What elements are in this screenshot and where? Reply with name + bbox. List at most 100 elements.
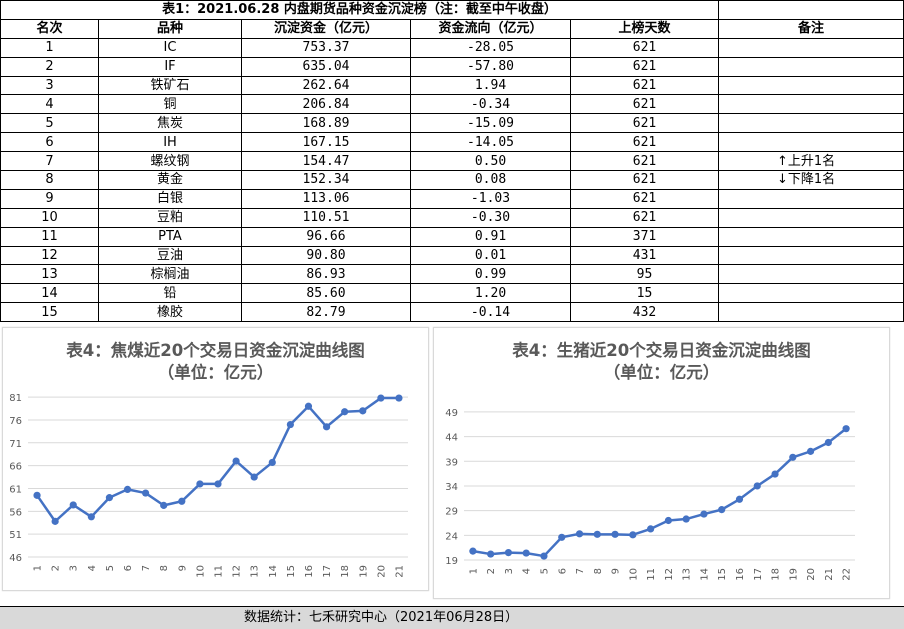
rank-cell[interactable]: 5 xyxy=(0,113,99,134)
data-point[interactable] xyxy=(377,394,385,402)
table-title[interactable]: 表1：2021.06.28 内盘期货品种资金沉淀榜（注：截至中午收盘） xyxy=(0,0,719,20)
header-days[interactable]: 上榜天数 xyxy=(570,18,719,39)
data-point[interactable] xyxy=(682,515,690,523)
flow-cell[interactable]: 0.91 xyxy=(410,226,571,247)
data-point[interactable] xyxy=(771,470,779,478)
data-point[interactable] xyxy=(806,447,815,455)
data-point[interactable] xyxy=(359,407,367,415)
data-point[interactable] xyxy=(268,458,276,467)
data-point[interactable] xyxy=(395,394,403,402)
data-point[interactable] xyxy=(250,473,258,481)
rank-cell[interactable]: 7 xyxy=(0,151,99,172)
flow-cell[interactable]: -28.05 xyxy=(410,37,571,58)
flow-cell[interactable]: 0.08 xyxy=(410,170,571,190)
data-point[interactable] xyxy=(735,495,744,503)
flow-cell[interactable]: -0.30 xyxy=(410,207,571,228)
data-point[interactable] xyxy=(214,480,222,488)
data-point[interactable] xyxy=(558,533,566,541)
data-point[interactable] xyxy=(629,531,637,539)
flow-cell[interactable]: 1.94 xyxy=(410,75,571,96)
days-cell[interactable]: 15 xyxy=(570,283,719,304)
name-cell[interactable]: 豆粕 xyxy=(98,207,242,228)
name-cell[interactable]: 铅 xyxy=(98,283,242,304)
days-cell[interactable]: 621 xyxy=(570,170,719,190)
flow-cell[interactable]: -15.09 xyxy=(410,113,571,134)
data-point[interactable] xyxy=(842,425,850,433)
rank-cell[interactable]: 11 xyxy=(0,226,99,247)
days-cell[interactable]: 371 xyxy=(570,226,719,247)
data-point[interactable] xyxy=(540,552,548,560)
flow-cell[interactable]: 0.99 xyxy=(410,264,571,285)
header-note[interactable]: 备注 xyxy=(718,18,904,39)
capital-cell[interactable]: 86.93 xyxy=(241,264,411,285)
data-point[interactable] xyxy=(232,457,240,465)
capital-cell[interactable]: 753.37 xyxy=(241,37,411,58)
capital-cell[interactable]: 82.79 xyxy=(241,302,411,323)
days-cell[interactable]: 621 xyxy=(570,56,719,77)
data-point[interactable] xyxy=(33,491,41,499)
capital-cell[interactable]: 152.34 xyxy=(241,170,411,190)
note-cell[interactable] xyxy=(718,207,904,228)
note-cell[interactable] xyxy=(718,56,904,77)
rank-cell[interactable]: 8 xyxy=(0,170,99,190)
header-name[interactable]: 品种 xyxy=(98,18,242,39)
capital-cell[interactable]: 90.80 xyxy=(241,245,411,266)
days-cell[interactable]: 95 xyxy=(570,264,719,285)
flow-cell[interactable]: 0.01 xyxy=(410,245,571,266)
days-cell[interactable]: 431 xyxy=(570,245,719,266)
data-point[interactable] xyxy=(160,501,168,509)
name-cell[interactable]: 焦炭 xyxy=(98,113,242,134)
days-cell[interactable]: 621 xyxy=(570,132,719,153)
header-capital[interactable]: 沉淀资金（亿元） xyxy=(241,18,411,39)
rank-cell[interactable]: 1 xyxy=(0,37,99,58)
name-cell[interactable]: 豆油 xyxy=(98,245,242,266)
data-point[interactable] xyxy=(123,485,132,493)
name-cell[interactable]: 白银 xyxy=(98,188,242,209)
data-point[interactable] xyxy=(178,497,186,505)
note-cell[interactable] xyxy=(718,283,904,304)
capital-cell[interactable]: 85.60 xyxy=(241,283,411,304)
days-cell[interactable]: 621 xyxy=(570,94,719,115)
rank-cell[interactable]: 13 xyxy=(0,264,99,285)
capital-cell[interactable]: 154.47 xyxy=(241,151,411,172)
name-cell[interactable]: IC xyxy=(98,37,242,58)
rank-cell[interactable]: 2 xyxy=(0,56,99,77)
data-point[interactable] xyxy=(824,438,832,447)
empty-cell[interactable] xyxy=(718,0,904,20)
rank-cell[interactable]: 12 xyxy=(0,245,99,266)
rank-cell[interactable]: 15 xyxy=(0,302,99,323)
days-cell[interactable]: 621 xyxy=(570,113,719,134)
flow-cell[interactable]: -14.05 xyxy=(410,132,571,153)
capital-cell[interactable]: 168.89 xyxy=(241,113,411,134)
flow-cell[interactable]: 1.20 xyxy=(410,283,571,304)
data-point[interactable] xyxy=(304,402,313,410)
data-point[interactable] xyxy=(469,547,477,555)
data-point[interactable] xyxy=(575,530,584,538)
flow-cell[interactable]: -1.03 xyxy=(410,188,571,209)
days-cell[interactable]: 621 xyxy=(570,37,719,58)
footer-source[interactable]: 数据统计：七禾研究中心（2021年06月28日） xyxy=(244,610,519,625)
days-cell[interactable]: 621 xyxy=(570,75,719,96)
rank-cell[interactable]: 4 xyxy=(0,94,99,115)
name-cell[interactable]: 螺纹钢 xyxy=(98,151,242,172)
data-point[interactable] xyxy=(522,549,530,557)
data-point[interactable] xyxy=(87,513,95,521)
name-cell[interactable]: IH xyxy=(98,132,242,153)
note-cell[interactable] xyxy=(718,94,904,115)
note-cell[interactable] xyxy=(718,113,904,134)
note-cell[interactable] xyxy=(718,188,904,209)
note-cell[interactable] xyxy=(718,264,904,285)
data-point[interactable] xyxy=(611,530,619,538)
capital-cell[interactable]: 113.06 xyxy=(241,188,411,209)
days-cell[interactable]: 621 xyxy=(570,188,719,209)
data-point[interactable] xyxy=(700,510,708,518)
rank-cell[interactable]: 14 xyxy=(0,283,99,304)
capital-cell[interactable]: 262.64 xyxy=(241,75,411,96)
data-point[interactable] xyxy=(196,480,204,488)
data-point[interactable] xyxy=(753,482,761,490)
capital-cell[interactable]: 206.84 xyxy=(241,94,411,115)
name-cell[interactable]: 黄金 xyxy=(98,170,242,190)
note-cell[interactable] xyxy=(718,245,904,266)
name-cell[interactable]: 铁矿石 xyxy=(98,75,242,96)
header-flow[interactable]: 资金流向（亿元） xyxy=(410,18,571,39)
